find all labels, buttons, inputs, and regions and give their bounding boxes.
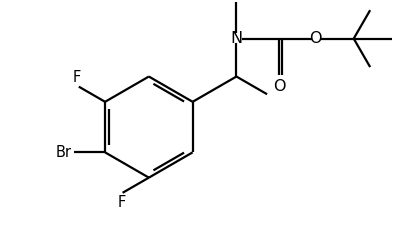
Text: N: N [230, 31, 242, 46]
Text: O: O [273, 79, 285, 94]
Text: F: F [73, 70, 81, 85]
Text: Br: Br [56, 145, 71, 160]
Text: F: F [117, 195, 126, 210]
Text: O: O [309, 31, 321, 46]
